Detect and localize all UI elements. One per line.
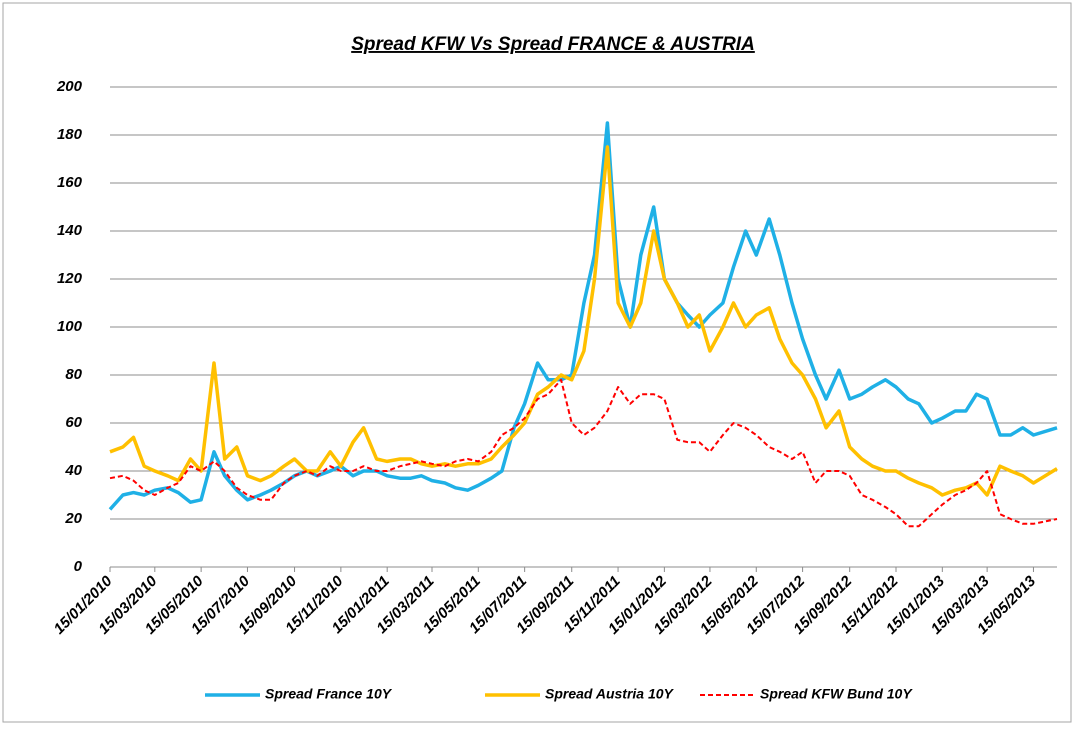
y-tick-label: 120 [57, 270, 83, 287]
y-tick-label: 60 [65, 414, 82, 431]
y-tick-label: 100 [57, 318, 83, 335]
y-tick-label: 160 [57, 174, 83, 191]
y-tick-label: 20 [64, 510, 82, 527]
y-tick-label: 180 [57, 126, 83, 143]
series-line [108, 121, 1058, 511]
legend-label: Spread Austria 10Y [545, 686, 675, 702]
y-tick-label: 0 [74, 558, 83, 575]
series-line [109, 145, 1058, 497]
y-tick-label: 80 [65, 366, 82, 383]
y-tick-label: 200 [56, 78, 83, 95]
legend-label: Spread KFW Bund 10Y [760, 686, 913, 702]
chart-title: Spread KFW Vs Spread FRANCE & AUSTRIA [351, 34, 755, 55]
legend-label: Spread France 10Y [265, 686, 393, 702]
series-line [109, 378, 1058, 528]
y-tick-label: 140 [57, 222, 83, 239]
y-tick-label: 40 [64, 462, 82, 479]
